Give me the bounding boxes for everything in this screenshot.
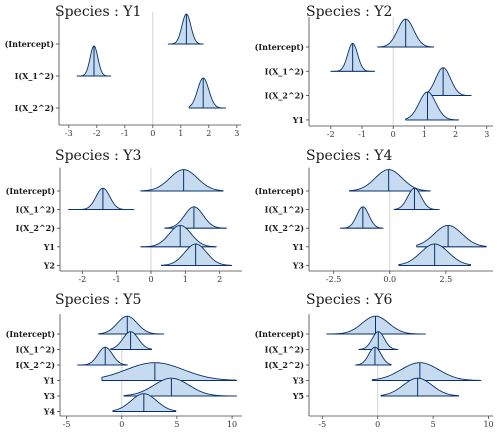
x-tick-label: -2.5 xyxy=(326,275,341,284)
x-tick-label: 2.5 xyxy=(440,275,453,284)
posterior-density-ridge xyxy=(160,243,233,266)
posterior-density-ridge xyxy=(167,13,204,45)
x-tick-label: 3 xyxy=(484,130,489,139)
x-tick-label: 10 xyxy=(227,420,237,429)
x-tick-label: 2 xyxy=(217,275,222,284)
x-tick-label: 1 xyxy=(183,275,188,284)
x-tick-label: 10 xyxy=(483,420,493,429)
panel-3: Species : Y3 -2 -1 0 1 2 (Intercept) I(X_1^2) I(… xyxy=(6,148,242,284)
x-tick-label: 5 xyxy=(431,420,436,429)
x-tick-label: -1 xyxy=(121,129,129,138)
posterior-density-ridge xyxy=(355,346,392,366)
row-label: Y1 xyxy=(292,115,304,125)
x-tick-label: 0.0 xyxy=(383,275,396,284)
row-label: (Intercept) xyxy=(255,42,305,52)
panel-title: Species : Y1 xyxy=(55,4,141,20)
x-tick-label: 0 xyxy=(148,275,153,284)
panel-title: Species : Y2 xyxy=(306,4,392,20)
row-label: (Intercept) xyxy=(255,186,305,196)
posterior-density-ridge xyxy=(423,67,472,97)
panel-5: Species : Y5 -5 0 5 10 (Intercept) I(X_1^2) I(X… xyxy=(6,292,242,429)
posterior-density-ridge xyxy=(112,393,177,412)
x-tick-label: 3 xyxy=(234,129,239,138)
x-tick-label: -2 xyxy=(78,275,86,284)
x-tick-label: 2 xyxy=(453,130,458,139)
panel-1: Species : Y1 -3 -2 -1 0 1 2 3 (Intercept) I(X_1^2… xyxy=(5,4,241,138)
panel-2: Species : Y2 -2 -1 0 1 2 3 (Intercept) I(X_1^2) I… xyxy=(255,4,493,139)
panel-6: Species : Y6 -5 0 5 10 (Intercept) I(X_1^2) I(X… xyxy=(255,292,494,429)
posterior-density-ridge xyxy=(393,187,440,211)
posterior-density-ridge xyxy=(68,187,135,211)
x-tick-label: -2 xyxy=(327,130,335,139)
row-label: (Intercept) xyxy=(6,186,56,196)
x-tick-label: 0 xyxy=(375,420,380,429)
posterior-density-ridge xyxy=(110,331,152,350)
x-tick-label: -1 xyxy=(113,275,121,284)
row-label: I(X_2^2) xyxy=(265,223,305,233)
x-tick-label: 0 xyxy=(150,129,155,138)
row-label: Y2 xyxy=(43,260,55,270)
posterior-density-ridge xyxy=(348,169,431,192)
x-tick-label: -5 xyxy=(318,420,326,429)
x-tick-label: 2 xyxy=(206,129,211,138)
panel-4: Species : Y4 -2.5 0.0 2.5 (Intercept) I(X_1^2… xyxy=(255,148,493,284)
x-tick-label: -1 xyxy=(358,130,366,139)
posterior-density-ridge xyxy=(164,206,227,229)
row-label: (Intercept) xyxy=(6,329,56,339)
posterior-density-ridge xyxy=(326,315,426,335)
posterior-density-ridge xyxy=(380,377,460,397)
row-label: (Intercept) xyxy=(5,39,55,49)
posterior-density-ridge xyxy=(101,362,237,381)
x-tick-label: -3 xyxy=(65,129,73,138)
x-tick-label: 5 xyxy=(174,420,179,429)
row-label: I(X_2^2) xyxy=(16,223,56,233)
posterior-density-ridge xyxy=(77,346,128,366)
row-label: Y3 xyxy=(43,391,56,401)
posterior-density-ridge xyxy=(188,77,227,109)
x-tick-label: 1 xyxy=(178,129,183,138)
panel-title: Species : Y4 xyxy=(306,148,392,164)
panel-title: Species : Y6 xyxy=(306,292,392,308)
row-label: Y4 xyxy=(43,407,56,417)
x-tick-label: 0 xyxy=(119,420,124,429)
row-label: I(X_2^2) xyxy=(265,360,305,370)
x-tick-label: -5 xyxy=(63,420,71,429)
row-label: Y3 xyxy=(292,260,305,270)
row-label: (Intercept) xyxy=(255,329,305,339)
row-label: I(X_1^2) xyxy=(15,71,55,81)
row-label: Y3 xyxy=(292,376,305,386)
row-label: Y1 xyxy=(43,242,55,252)
posterior-density-ridge xyxy=(416,224,487,248)
posterior-density-ridge xyxy=(405,91,460,121)
posterior-density-ridge xyxy=(140,169,224,192)
posterior-density-ridge xyxy=(371,362,482,381)
row-label: I(X_2^2) xyxy=(16,360,56,370)
row-label: Y1 xyxy=(43,376,55,386)
row-label: I(X_1^2) xyxy=(265,205,305,215)
row-label: I(X_1^2) xyxy=(16,205,56,215)
row-label: I(X_1^2) xyxy=(265,345,305,355)
row-label: I(X_2^2) xyxy=(265,91,305,101)
row-label: Y1 xyxy=(292,242,304,252)
row-label: Y5 xyxy=(292,391,304,401)
x-tick-label: -2 xyxy=(93,129,101,138)
row-label: I(X_1^2) xyxy=(265,66,305,76)
x-tick-label: 1 xyxy=(422,130,427,139)
row-label: I(X_2^2) xyxy=(15,103,55,113)
x-tick-label: 0 xyxy=(391,130,396,139)
row-label: I(X_1^2) xyxy=(16,345,56,355)
panel-title: Species : Y5 xyxy=(55,292,141,308)
panel-title: Species : Y3 xyxy=(55,148,141,164)
posterior-density-ridge xyxy=(339,206,384,229)
